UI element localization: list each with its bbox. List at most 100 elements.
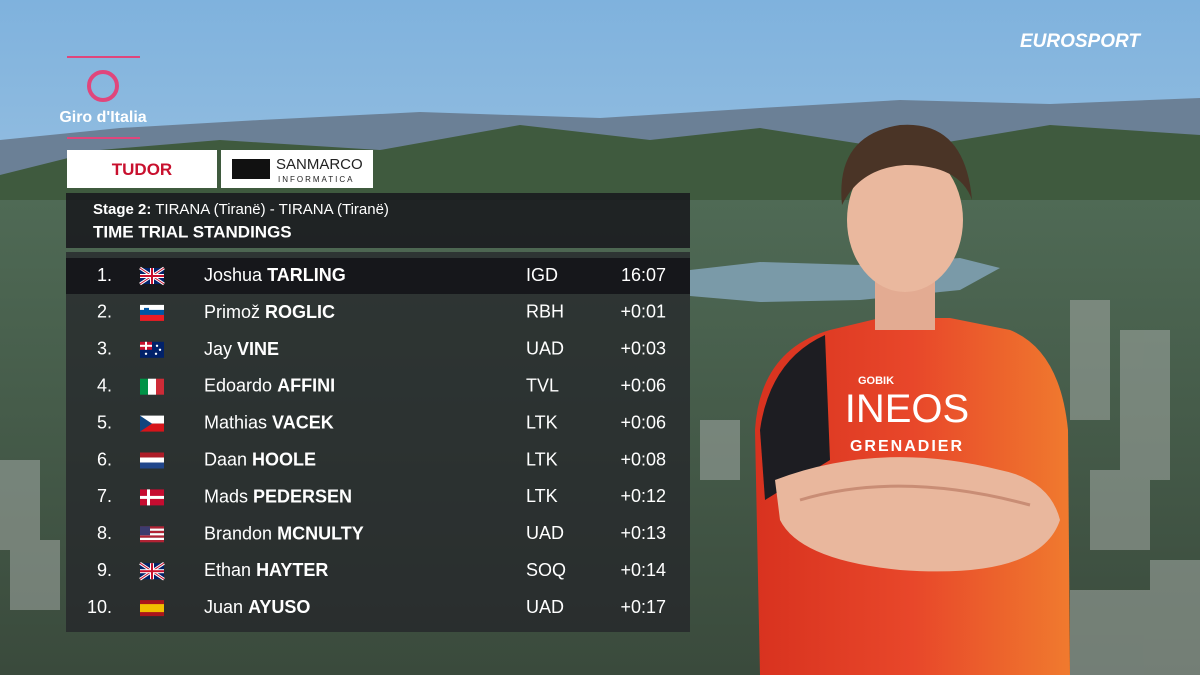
last-name: VACEK bbox=[272, 412, 334, 432]
first-name: Mathias bbox=[204, 412, 267, 432]
time: +0:14 bbox=[620, 560, 666, 580]
flag-part bbox=[140, 570, 164, 573]
time: +0:08 bbox=[620, 449, 666, 469]
sponsor-1: TUDOR bbox=[112, 160, 172, 179]
sponsor-2-subtitle: INFORMATICA bbox=[278, 175, 355, 184]
flag-part bbox=[140, 452, 164, 459]
time: +0:03 bbox=[620, 339, 666, 359]
flag-part bbox=[140, 495, 164, 499]
first-name: Juan bbox=[204, 597, 243, 617]
last-name: HAYTER bbox=[256, 560, 328, 580]
position: 5. bbox=[97, 412, 112, 432]
flag bbox=[140, 341, 164, 358]
flag-part bbox=[140, 526, 164, 529]
sponsor-2-name: SANMARCO bbox=[276, 156, 363, 173]
flag-part bbox=[144, 307, 149, 313]
flag bbox=[140, 600, 164, 617]
last-name: TARLING bbox=[267, 265, 346, 285]
rider: GOBIK INEOS GRENADIER bbox=[755, 124, 1070, 675]
first-name: Joshua bbox=[204, 265, 263, 285]
flag-part bbox=[140, 309, 164, 316]
flag bbox=[140, 526, 164, 543]
stage-route: TIRANA (Tiranë) - TIRANA (Tiranë) bbox=[155, 201, 389, 218]
last-name: MCNULTY bbox=[277, 523, 364, 543]
flag-part bbox=[140, 457, 164, 464]
flag-part bbox=[156, 378, 164, 395]
time: +0:17 bbox=[620, 597, 666, 617]
flag-part bbox=[140, 530, 164, 534]
rider-name: Mathias VACEK bbox=[204, 412, 334, 432]
flag bbox=[139, 266, 165, 286]
race-name: Giro d'Italia bbox=[59, 109, 146, 126]
flag-part bbox=[140, 423, 164, 432]
first-name: Daan bbox=[204, 449, 247, 469]
row-highlight bbox=[66, 258, 690, 294]
flag-part bbox=[140, 462, 164, 469]
flag-part bbox=[140, 535, 164, 538]
team-code: UAD bbox=[526, 523, 564, 543]
flag bbox=[140, 489, 164, 506]
position: 1. bbox=[97, 265, 112, 285]
flag-part bbox=[158, 348, 162, 351]
flag-part bbox=[140, 415, 164, 424]
flag bbox=[140, 378, 164, 395]
flag-part bbox=[140, 344, 152, 347]
team-code: UAD bbox=[526, 339, 564, 359]
time: +0:12 bbox=[620, 486, 666, 506]
flag-part bbox=[140, 604, 164, 613]
time: 16:07 bbox=[621, 265, 666, 285]
race-logo: Giro d'Italia bbox=[59, 56, 147, 139]
position: 4. bbox=[97, 375, 112, 395]
broadcaster-logo: EUROSPORT bbox=[1020, 31, 1141, 52]
rider-name: Juan AYUSO bbox=[204, 597, 310, 617]
first-name: Edoardo bbox=[204, 375, 272, 395]
position: 2. bbox=[97, 302, 112, 322]
flag-part bbox=[140, 540, 164, 543]
rider-name: Brandon MCNULTY bbox=[204, 523, 364, 543]
flag-part bbox=[154, 352, 158, 355]
flag-part bbox=[140, 314, 164, 321]
position: 6. bbox=[97, 449, 112, 469]
standings-rows: 1. Joshua TARLING IGD 16:072. Primož ROGLIC R… bbox=[66, 258, 690, 617]
flag bbox=[140, 415, 164, 432]
standings-title: TIME TRIAL STANDINGS bbox=[93, 222, 292, 241]
rider-name: Daan HOOLE bbox=[204, 449, 316, 469]
standings-panel: Stage 2: TIRANA (Tiranë) - TIRANA (Tiran… bbox=[66, 193, 690, 632]
team-code: IGD bbox=[526, 265, 558, 285]
rider-name: Ethan HAYTER bbox=[204, 560, 328, 580]
flag-part bbox=[155, 344, 159, 347]
position: 7. bbox=[97, 486, 112, 506]
position: 3. bbox=[97, 339, 112, 359]
flag-part bbox=[140, 304, 164, 311]
flag-part bbox=[144, 352, 148, 355]
team-code: LTK bbox=[526, 486, 558, 506]
last-name: VINE bbox=[237, 339, 279, 359]
first-name: Primož bbox=[204, 302, 260, 322]
flag-part bbox=[140, 275, 164, 277]
time: +0:01 bbox=[620, 302, 666, 322]
flag-part bbox=[140, 528, 164, 531]
rider-name: Edoardo AFFINI bbox=[204, 375, 335, 395]
last-name: HOOLE bbox=[252, 449, 316, 469]
flag-part bbox=[140, 378, 148, 395]
flag-part bbox=[140, 537, 164, 541]
first-name: Brandon bbox=[204, 523, 272, 543]
team-code: SOQ bbox=[526, 560, 566, 580]
jersey-team: INEOS bbox=[845, 387, 969, 431]
jersey-team-subtitle: GRENADIER bbox=[850, 438, 964, 455]
flag bbox=[140, 304, 164, 321]
first-name: Ethan bbox=[204, 560, 251, 580]
rider-name: Joshua TARLING bbox=[204, 265, 346, 285]
stage-label: Stage 2: bbox=[93, 201, 151, 218]
rider-name: Jay VINE bbox=[204, 339, 279, 359]
time: +0:06 bbox=[620, 375, 666, 395]
team-code: TVL bbox=[526, 375, 559, 395]
position: 9. bbox=[97, 560, 112, 580]
last-name: AFFINI bbox=[277, 375, 335, 395]
stage-line: Stage 2: TIRANA (Tiranë) - TIRANA (Tiran… bbox=[93, 201, 389, 218]
last-name: ROGLIC bbox=[265, 302, 335, 322]
flag bbox=[140, 452, 164, 469]
rider-name: Mads PEDERSEN bbox=[204, 486, 352, 506]
time: +0:06 bbox=[620, 412, 666, 432]
